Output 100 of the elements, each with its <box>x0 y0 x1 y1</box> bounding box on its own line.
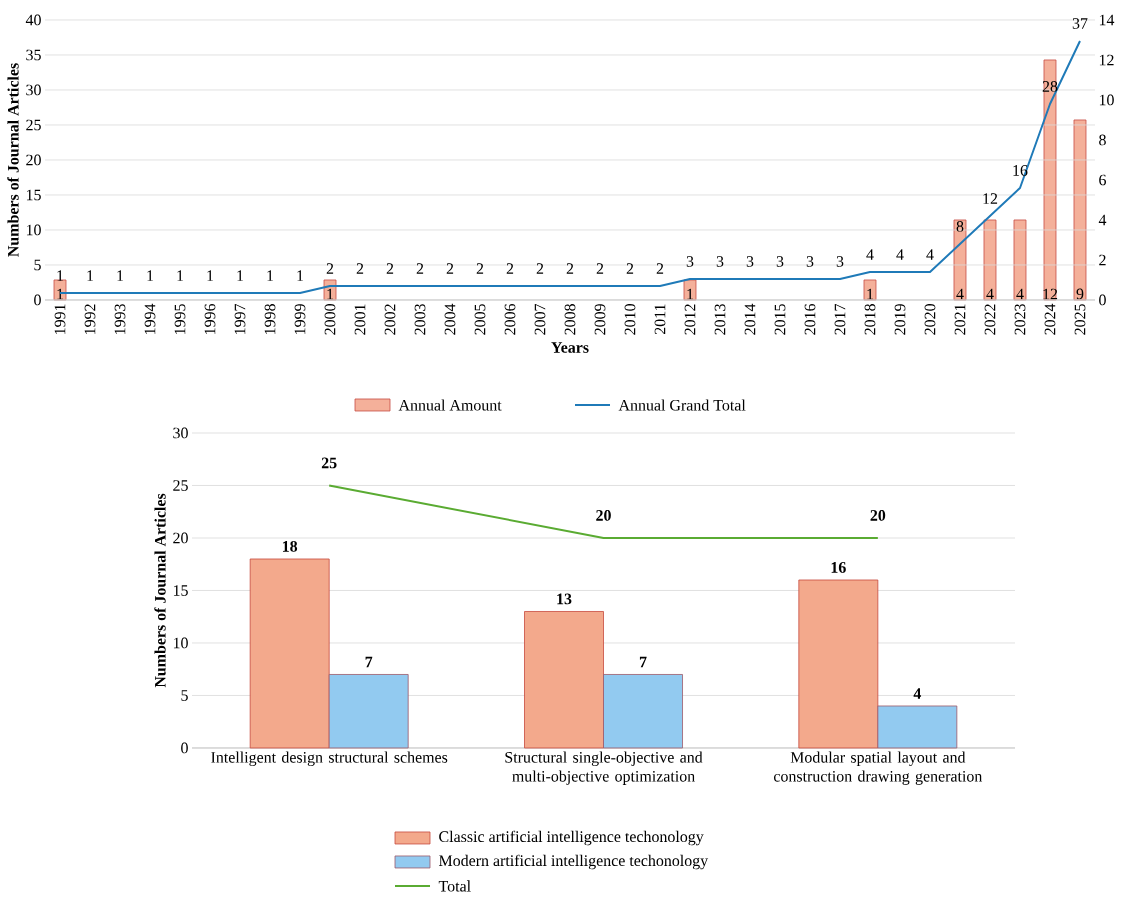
x-tick-label: 2011 <box>654 304 666 335</box>
y-tick-label: 25 <box>173 480 188 491</box>
data-label: 2 <box>536 263 544 274</box>
x-tick-label: 2018 <box>864 304 876 335</box>
data-label: 1 <box>207 270 214 281</box>
bar <box>1043 59 1057 301</box>
x-tick-label: 2000 <box>324 304 336 335</box>
data-label: 4 <box>986 288 994 300</box>
y-tick-label: 35 <box>26 49 41 61</box>
y2-tick-label: 14 <box>1099 14 1115 26</box>
x-tick-label: 2022 <box>984 304 996 335</box>
x-tick-label: 2003 <box>414 304 426 335</box>
data-label: 2 <box>626 263 634 274</box>
y-tick-label: 0 <box>34 294 41 306</box>
data-label: 9 <box>1076 288 1084 300</box>
data-label: 4 <box>896 249 904 260</box>
data-label: 4 <box>1016 288 1024 300</box>
x-tick-label: 2006 <box>504 303 516 335</box>
data-label: 3 <box>776 256 784 267</box>
data-label: 1 <box>297 270 304 281</box>
x-tick-label: 2009 <box>594 304 606 335</box>
x-tick-label: 2025 <box>1074 304 1086 335</box>
x-tick-label: 2017 <box>834 303 846 335</box>
x-tick-label: 2005 <box>474 304 486 335</box>
y2-tick-label: 10 <box>1099 94 1114 106</box>
bar <box>1013 219 1027 301</box>
y-tick-label: 40 <box>25 14 41 26</box>
data-label: 1 <box>267 270 274 281</box>
data-label: 12 <box>1043 288 1058 300</box>
x-tick-label: 1997 <box>234 303 246 334</box>
x-tick-label: 2007 <box>534 303 546 335</box>
y-tick-label: 15 <box>26 189 41 201</box>
data-label: 18 <box>282 541 298 552</box>
x-tick-label: 1991 <box>54 304 66 334</box>
y-tick-label: 10 <box>173 637 188 649</box>
legend-label: Classic artificial intelligence techonology <box>439 830 704 846</box>
x-tick-label: 2016 <box>804 303 816 335</box>
legend-label: Annual Grand Total <box>618 399 746 411</box>
y2-tick-label: 4 <box>1098 214 1107 226</box>
data-label: 1 <box>867 288 874 300</box>
y-axis-title: Numbers of Journal Articles <box>7 63 19 257</box>
data-label: 8 <box>956 221 964 232</box>
x-tick-label: 2024 <box>1044 303 1056 335</box>
data-label: 12 <box>983 193 998 204</box>
x-tick-label: 2010 <box>624 304 636 335</box>
data-label: 4 <box>913 688 922 699</box>
data-label: 1 <box>687 288 694 300</box>
data-label: 2 <box>506 263 514 274</box>
y-axis-title: Numbers of Journal Articles <box>154 493 166 688</box>
data-label: 3 <box>836 256 844 267</box>
data-label: 16 <box>831 562 846 573</box>
data-label: 4 <box>866 249 874 260</box>
legend-label: Annual Amount <box>398 399 502 411</box>
x-tick-label: 2004 <box>444 303 456 335</box>
data-label: 1 <box>147 270 154 281</box>
x-tick-label: 1993 <box>114 304 126 334</box>
x-tick-label: 2008 <box>564 304 576 335</box>
x-tick-label: 2014 <box>744 303 756 335</box>
data-label: 1 <box>57 270 64 281</box>
y2-tick-label: 2 <box>1099 254 1106 266</box>
data-label: 7 <box>639 656 647 668</box>
data-label: 3 <box>806 256 814 267</box>
y2-tick-label: 8 <box>1099 134 1106 146</box>
y-tick-label: 0 <box>181 742 188 754</box>
x-tick-label: 2020 <box>924 304 936 335</box>
data-label: 7 <box>365 656 373 668</box>
x-tick-label: 1998 <box>264 304 276 334</box>
x-tick-label: Modular spatial layout and construction drawing generation <box>773 751 983 785</box>
bar <box>603 674 683 749</box>
data-label: 4 <box>926 249 934 260</box>
bar <box>1073 119 1087 301</box>
y2-tick-label: 12 <box>1099 54 1114 66</box>
data-label: 2 <box>416 263 424 274</box>
y-tick-label: 20 <box>173 532 188 544</box>
bar <box>877 705 958 749</box>
x-tick-label: 1996 <box>204 303 216 334</box>
data-label: 1 <box>87 270 94 281</box>
y2-tick-label: 0 <box>1099 294 1106 306</box>
x-tick-label: 2012 <box>684 304 696 335</box>
bar <box>983 219 997 301</box>
legend-label: Modern artificial intelligence techonology <box>438 854 709 870</box>
data-label: 1 <box>327 288 334 300</box>
x-tick-label: 1994 <box>144 303 156 334</box>
bar <box>524 611 604 749</box>
data-label: 20 <box>596 510 611 521</box>
x-tick-label: 2002 <box>384 304 396 335</box>
x-tick-label: Intelligent design structural schemes <box>211 751 448 766</box>
x-tick-label: 1999 <box>294 304 306 334</box>
data-label: 2 <box>386 263 394 274</box>
y-tick-label: 30 <box>26 84 41 96</box>
data-label: 2 <box>356 263 364 274</box>
x-tick-label: 2013 <box>714 304 726 335</box>
data-label: 2 <box>656 263 664 274</box>
y-tick-label: 25 <box>26 119 41 131</box>
y2-tick-label: 6 <box>1099 174 1107 186</box>
y-tick-label: 15 <box>173 585 188 596</box>
data-label: 20 <box>870 510 886 521</box>
x-tick-label: 2023 <box>1014 304 1026 335</box>
bar <box>53 279 67 301</box>
x-tick-label: 2015 <box>774 304 786 335</box>
